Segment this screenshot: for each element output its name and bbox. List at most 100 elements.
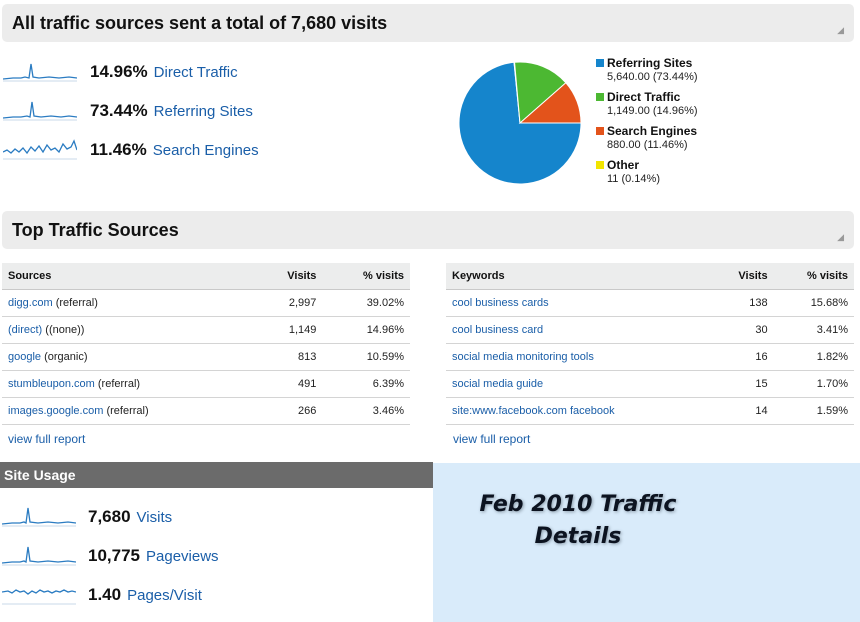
metric-search-engines: 11.46% Search Engines xyxy=(90,140,259,160)
pct-cell: 15.68% xyxy=(773,289,854,317)
legend-swatch xyxy=(596,161,604,169)
legend-name: Other xyxy=(607,158,640,172)
table-row: images.google.com (referral) 266 3.46% xyxy=(2,397,410,425)
legend-item-other: Other 11 (0.14%) xyxy=(596,158,698,186)
source-medium: (referral) xyxy=(103,405,149,417)
metric-value: 10,775 xyxy=(88,546,140,565)
keyword-link[interactable]: social media guide xyxy=(452,378,544,390)
keyword-link[interactable]: site:www.facebook.com facebook xyxy=(452,405,615,417)
source-link[interactable]: images.google.com xyxy=(8,405,104,417)
source-medium: (referral) xyxy=(52,297,98,309)
pageviews-sparkline xyxy=(2,546,76,566)
visits-cell: 14 xyxy=(711,397,774,425)
visits-column-header[interactable]: Visits xyxy=(711,263,774,290)
search-engines-link[interactable]: Search Engines xyxy=(152,142,259,159)
source-link[interactable]: stumbleupon.com xyxy=(8,378,95,390)
traffic-summary-title: All traffic sources sent a total of 7,68… xyxy=(12,13,388,33)
table-row: social media guide 15 1.70% xyxy=(446,370,854,398)
keyword-cell: social media monitoring tools xyxy=(446,343,712,371)
source-cell: images.google.com (referral) xyxy=(2,397,255,425)
legend-name: Direct Traffic xyxy=(607,90,681,104)
pages-per-visit-link[interactable]: Pages/Visit xyxy=(127,587,202,604)
keyword-link[interactable]: cool business cards xyxy=(452,297,549,309)
search-engines-sparkline xyxy=(3,139,77,160)
pct-cell: 14.96% xyxy=(322,316,410,344)
source-link[interactable]: (direct) xyxy=(8,324,43,336)
pct-visits-column-header[interactable]: % visits xyxy=(773,263,854,290)
table-row: site:www.facebook.com facebook 14 1.59% xyxy=(446,397,854,425)
legend-name: Search Engines xyxy=(607,124,698,138)
metric-value: 14.96% xyxy=(90,62,148,81)
keywords-column-header[interactable]: Keywords xyxy=(446,263,712,290)
table-header-row: Keywords Visits % visits xyxy=(446,263,854,290)
direct-traffic-link[interactable]: Direct Traffic xyxy=(153,64,238,81)
sources-table: Sources Visits % visits digg.com (referr… xyxy=(2,263,410,425)
legend-value: 1,149.00 (14.96%) xyxy=(607,105,698,117)
table-row: social media monitoring tools 16 1.82% xyxy=(446,343,854,371)
sources-view-full-report-link[interactable]: view full report xyxy=(8,432,86,446)
legend-swatch xyxy=(596,59,604,67)
metric-pageviews: 10,775 Pageviews xyxy=(88,546,219,566)
table-header-row: Sources Visits % visits xyxy=(2,263,410,290)
keyword-link[interactable]: cool business card xyxy=(452,324,544,336)
legend-item-referring-sites: Referring Sites 5,640.00 (73.44%) xyxy=(596,56,698,84)
pie-slice-search-engines xyxy=(518,82,582,124)
visits-cell: 813 xyxy=(254,343,323,371)
metric-value: 1.40 xyxy=(88,585,122,604)
source-link[interactable]: digg.com xyxy=(8,297,53,309)
source-medium: (referral) xyxy=(94,378,141,390)
visits-link[interactable]: Visits xyxy=(136,509,173,526)
table-row: digg.com (referral) 2,997 39.02% xyxy=(2,289,410,317)
visits-cell: 2,997 xyxy=(254,289,323,317)
visits-cell: 30 xyxy=(711,316,774,344)
visits-cell: 266 xyxy=(254,397,323,425)
keyword-cell: cool business cards xyxy=(446,289,712,317)
promo-box: Feb 2010 Traffic Details xyxy=(433,463,860,622)
table-row: (direct) ((none)) 1,149 14.96% xyxy=(2,316,410,344)
keywords-view-full-report-link[interactable]: view full report xyxy=(453,432,531,446)
table-row: stumbleupon.com (referral) 491 6.39% xyxy=(2,370,410,398)
visits-cell: 1,149 xyxy=(254,316,323,344)
sources-column-header[interactable]: Sources xyxy=(2,263,255,290)
pct-cell: 3.41% xyxy=(773,316,854,344)
traffic-pie-chart xyxy=(455,58,585,188)
pct-cell: 3.46% xyxy=(322,397,410,425)
metric-value: 73.44% xyxy=(90,101,148,120)
pie-legend: Referring Sites 5,640.00 (73.44%) Direct… xyxy=(596,56,698,192)
promo-line-1: Feb 2010 Traffic xyxy=(479,492,677,517)
source-cell: google (organic) xyxy=(2,343,255,371)
keyword-link[interactable]: social media monitoring tools xyxy=(452,351,594,363)
pct-cell: 1.82% xyxy=(773,343,854,371)
source-cell: digg.com (referral) xyxy=(2,289,255,317)
pct-cell: 1.59% xyxy=(773,397,854,425)
pct-cell: 10.59% xyxy=(322,343,410,371)
top-sources-title: Top Traffic Sources xyxy=(12,220,179,240)
metric-value: 11.46% xyxy=(90,140,147,159)
keywords-table: Keywords Visits % visits cool business c… xyxy=(446,263,854,425)
metric-direct-traffic: 14.96% Direct Traffic xyxy=(90,62,238,82)
referring-sites-link[interactable]: Referring Sites xyxy=(153,103,253,120)
pageviews-link[interactable]: Pageviews xyxy=(146,548,219,565)
pct-cell: 39.02% xyxy=(322,289,410,317)
table-row: cool business card 30 3.41% xyxy=(446,316,854,344)
direct-traffic-sparkline xyxy=(3,63,77,82)
visits-cell: 15 xyxy=(711,370,774,398)
collapse-icon[interactable]: ◢ xyxy=(837,232,844,242)
pct-cell: 1.70% xyxy=(773,370,854,398)
keyword-cell: social media guide xyxy=(446,370,712,398)
legend-item-search-engines: Search Engines 880.00 (11.46%) xyxy=(596,124,698,152)
metric-pages-per-visit: 1.40 Pages/Visit xyxy=(88,585,202,605)
pct-visits-column-header[interactable]: % visits xyxy=(322,263,410,290)
visits-column-header[interactable]: Visits xyxy=(254,263,323,290)
source-link[interactable]: google xyxy=(8,351,42,363)
source-medium: (organic) xyxy=(41,351,88,363)
visits-sparkline xyxy=(2,507,76,527)
collapse-icon[interactable]: ◢ xyxy=(837,25,844,35)
legend-swatch xyxy=(596,127,604,135)
legend-value: 11 (0.14%) xyxy=(607,173,660,185)
pages-per-visit-sparkline xyxy=(2,589,76,605)
legend-swatch xyxy=(596,93,604,101)
visits-cell: 491 xyxy=(254,370,323,398)
metric-visits: 7,680 Visits xyxy=(88,507,172,527)
table-row: cool business cards 138 15.68% xyxy=(446,289,854,317)
